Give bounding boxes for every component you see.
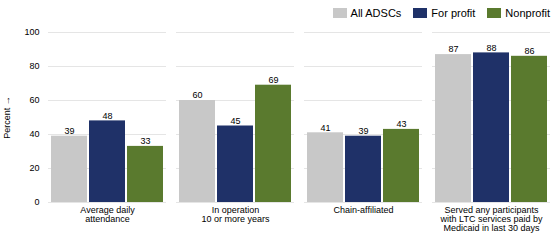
svg-text:0: 0	[34, 197, 39, 207]
svg-text:Chain-affiliated: Chain-affiliated	[334, 205, 394, 215]
svg-text:48: 48	[102, 111, 112, 121]
svg-text:20: 20	[29, 163, 39, 173]
svg-text:87: 87	[448, 44, 458, 54]
svg-text:45: 45	[230, 116, 240, 126]
svg-text:100: 100	[24, 27, 39, 37]
svg-text:Average dailyattendance: Average dailyattendance	[80, 205, 135, 224]
svg-text:86: 86	[524, 46, 534, 56]
html-text:Nonprofit: Nonprofit	[505, 7, 550, 19]
svg-text:43: 43	[396, 119, 406, 129]
html-text:For profit: For profit	[431, 7, 476, 19]
svg-text:80: 80	[29, 61, 39, 71]
svg-text:Served any participantswith LT: Served any participantswith LTC services…	[440, 205, 543, 233]
svg-text:39: 39	[358, 126, 368, 136]
svg-text:88: 88	[486, 43, 496, 53]
svg-text:In operation10 or more years: In operation10 or more years	[201, 205, 270, 224]
svg-text:60: 60	[29, 95, 39, 105]
svg-text:39: 39	[64, 126, 74, 136]
html-text:All ADSCs: All ADSCs	[350, 7, 402, 19]
svg-text:41: 41	[320, 123, 330, 133]
svg-text:Percent →: Percent →	[2, 96, 12, 139]
svg-text:33: 33	[140, 136, 150, 146]
svg-text:60: 60	[192, 90, 202, 100]
svg-text:40: 40	[29, 129, 39, 139]
svg-text:69: 69	[268, 75, 278, 85]
